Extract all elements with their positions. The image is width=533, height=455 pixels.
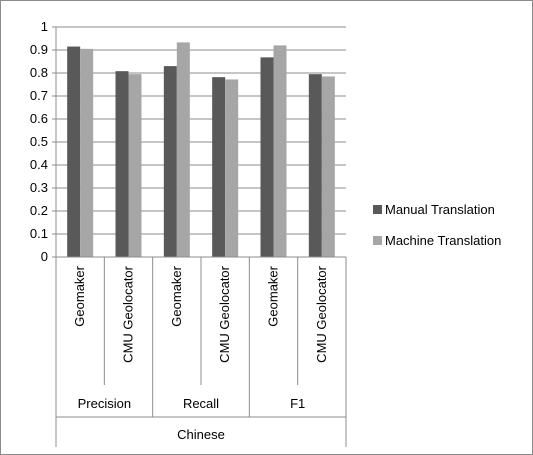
bar-manual-4	[260, 57, 274, 257]
y-tick-label: 0.5	[30, 134, 48, 149]
y-tick-label: 0.1	[30, 226, 48, 241]
bar-machine-3	[225, 79, 239, 257]
x-category-label: Geomaker	[169, 265, 184, 326]
bar-machine-2	[176, 42, 190, 257]
bar-machine-5	[321, 76, 335, 257]
y-tick-label: 0.8	[30, 65, 48, 80]
y-tick-label: 0.9	[30, 42, 48, 57]
bar-manual-0	[67, 46, 81, 257]
legend-label-machine: Machine Translation	[385, 233, 501, 248]
x-category-label: CMU Geolocator	[121, 265, 136, 362]
x-category-label: Geomaker	[72, 265, 87, 326]
legend-label-manual: Manual Translation	[385, 202, 495, 217]
legend-swatch-manual	[373, 205, 382, 214]
y-tick-label: 0.4	[30, 157, 48, 172]
x-group-label: Precision	[78, 396, 131, 411]
x-group-label: F1	[290, 396, 305, 411]
bar-machine-0	[80, 48, 94, 257]
y-tick-label: 0.3	[30, 180, 48, 195]
x-outer-label: Chinese	[177, 427, 225, 442]
bar-manual-2	[163, 66, 177, 257]
bar-machine-1	[128, 74, 142, 258]
y-tick-label: 1	[41, 19, 48, 34]
bar-manual-3	[212, 77, 226, 257]
y-tick-label: 0	[41, 249, 48, 264]
bar-manual-5	[308, 74, 322, 258]
y-tick-label: 0.2	[30, 203, 48, 218]
x-category-label: Geomaker	[266, 265, 281, 326]
y-tick-label: 0.7	[30, 88, 48, 103]
x-category-label: CMU Geolocator	[217, 265, 232, 362]
bar-manual-1	[115, 71, 129, 257]
y-tick-label: 0.6	[30, 111, 48, 126]
x-category-label: CMU Geolocator	[314, 265, 329, 362]
bar-machine-4	[273, 45, 287, 258]
legend-swatch-machine	[373, 236, 382, 245]
x-group-label: Recall	[183, 396, 219, 411]
